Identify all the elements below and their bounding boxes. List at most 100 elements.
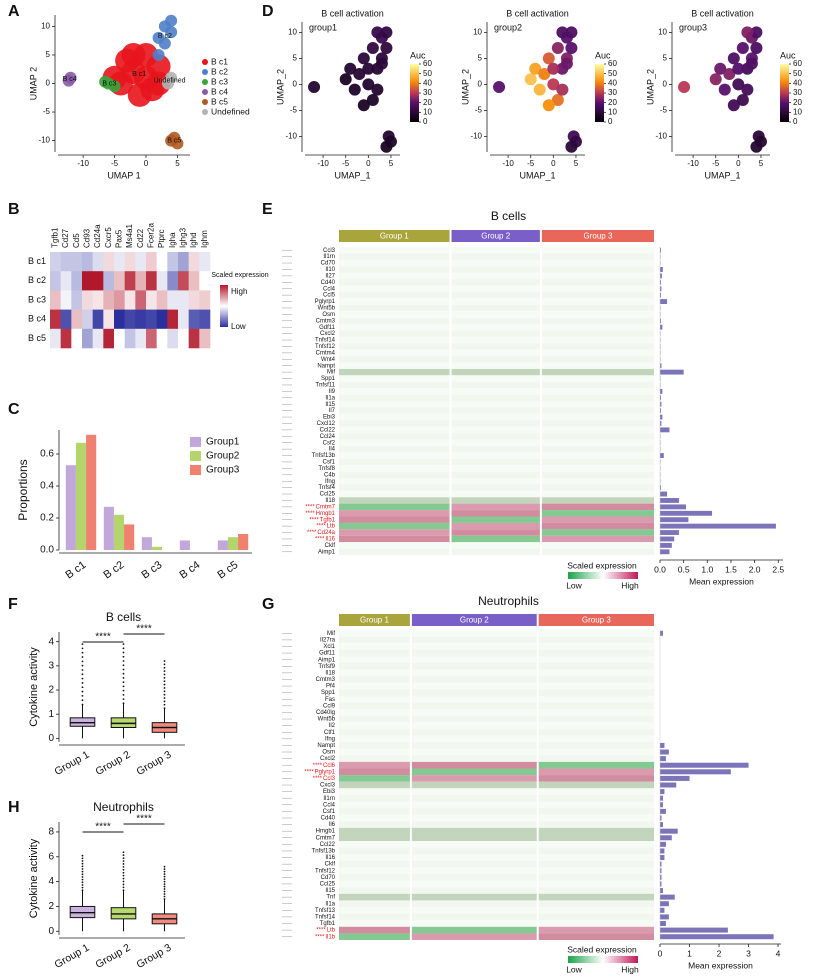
heatmap-row: [411, 768, 537, 776]
heatmap-cell: [82, 309, 93, 330]
gene-label: Cklf: [325, 543, 336, 549]
heatmap-cell: [92, 309, 104, 330]
heatmap-row: [339, 860, 410, 868]
heatmap-row: [538, 755, 654, 762]
heatmap-row: [339, 420, 450, 427]
heatmap-row: [538, 676, 654, 683]
heatmap-row: [538, 669, 654, 677]
heatmap-row: [339, 874, 410, 881]
heatmap-cell: [178, 252, 189, 272]
heatmap-row: [538, 834, 654, 842]
heatmap-row: [339, 933, 410, 940]
cluster-label: B c3: [102, 81, 116, 88]
heatmap-cell: [103, 309, 115, 330]
x-tick-label: 0: [736, 159, 741, 168]
gene-label: Xcl1: [323, 644, 335, 650]
heatmap-row: [541, 272, 654, 280]
heatmap-row: [451, 535, 540, 543]
heatmap-cell: [114, 271, 125, 291]
y-tick-label: 0: [478, 80, 483, 89]
colorbar-tick-label: 60: [423, 59, 432, 68]
heatmap-row: [411, 814, 537, 822]
y-tick-label: -10: [655, 132, 667, 141]
significance-label: ****: [305, 511, 315, 517]
heatmap-row: [339, 330, 450, 337]
heatmap-row: [411, 702, 537, 710]
heatmap-cell: [124, 328, 136, 349]
bar: [660, 855, 665, 861]
gene-label: Ccl25: [320, 492, 336, 498]
column-label: Tgfb1: [50, 227, 59, 248]
heatmap-row: [411, 636, 537, 644]
colorbar: [595, 64, 604, 122]
gene-label: Ctf1: [324, 730, 336, 736]
group-header: [541, 230, 654, 242]
x-tick-label: B c4: [177, 559, 202, 581]
point: [741, 83, 754, 96]
y-tick-label: 10: [288, 28, 297, 37]
bar: [75, 442, 87, 550]
heatmap-row: [451, 439, 540, 446]
bar: [660, 369, 684, 375]
x-axis-label: UMAP_1: [704, 170, 740, 180]
heatmap-cell: [167, 328, 179, 349]
significance-label: ****: [307, 530, 317, 536]
bar: [660, 510, 713, 516]
x-tick-label: 3: [746, 948, 751, 958]
x-tick-label: 5: [175, 159, 180, 168]
heatmap-row: [411, 847, 537, 855]
outlier: [122, 668, 125, 671]
outlier: [81, 669, 84, 671]
heatmap-row: [451, 349, 540, 357]
gene-label: Mif: [327, 370, 335, 376]
heatmap-cell: [103, 252, 115, 272]
gene-label: Ccl3: [323, 776, 336, 782]
heatmap-row: [541, 362, 654, 369]
heatmap-row: [339, 458, 450, 466]
heatmap-row: [339, 311, 450, 318]
gene-label: Gdf11: [319, 325, 336, 331]
gene-label: Tnfsf8: [318, 466, 335, 472]
point: [750, 42, 763, 54]
outlier: [81, 878, 84, 881]
outlier: [163, 680, 166, 683]
heatmap-row: [339, 854, 410, 861]
bar: [660, 874, 662, 880]
outlier: [163, 895, 166, 898]
heatmap-row: [339, 630, 410, 637]
heatmap-row: [538, 656, 654, 663]
legend-label: Group1: [206, 437, 240, 448]
bar: [660, 762, 749, 768]
significance-label: ****: [136, 814, 152, 825]
point: [353, 68, 366, 80]
heatmap-row: [541, 375, 654, 382]
colorbar-tick-label: 20: [423, 98, 432, 107]
legend-swatch: [190, 437, 201, 447]
heatmap-row: [451, 285, 540, 292]
heatmap-row: [451, 503, 540, 511]
point: [362, 62, 375, 75]
heatmap-row: [339, 317, 450, 324]
heatmap-row: [538, 794, 654, 802]
heatmap-row: [411, 841, 537, 848]
y-tick-label: 0: [663, 80, 668, 89]
heatmap-row: [339, 516, 450, 523]
column-label: Ptprc: [157, 229, 166, 248]
heatmap-row: [339, 742, 410, 749]
heatmap-row: [339, 407, 450, 414]
heatmap-row: [538, 775, 654, 782]
heatmap-row: [411, 907, 537, 914]
gene-label: Cmtm4: [316, 350, 336, 356]
gene-label: Cxcl2: [320, 756, 336, 762]
heatmap-cell: [60, 309, 72, 330]
column-label: Ighg3: [178, 227, 187, 248]
x-tick-label: 1: [687, 948, 692, 958]
group-header: [411, 614, 537, 626]
gene-label: Spp1: [321, 690, 336, 696]
outlier: [81, 690, 84, 693]
x-tick-label: 4: [776, 948, 781, 958]
heatmap-cell: [156, 252, 168, 272]
point: [727, 52, 740, 65]
significance-label: ****: [316, 928, 326, 934]
heatmap-row: [538, 867, 654, 875]
